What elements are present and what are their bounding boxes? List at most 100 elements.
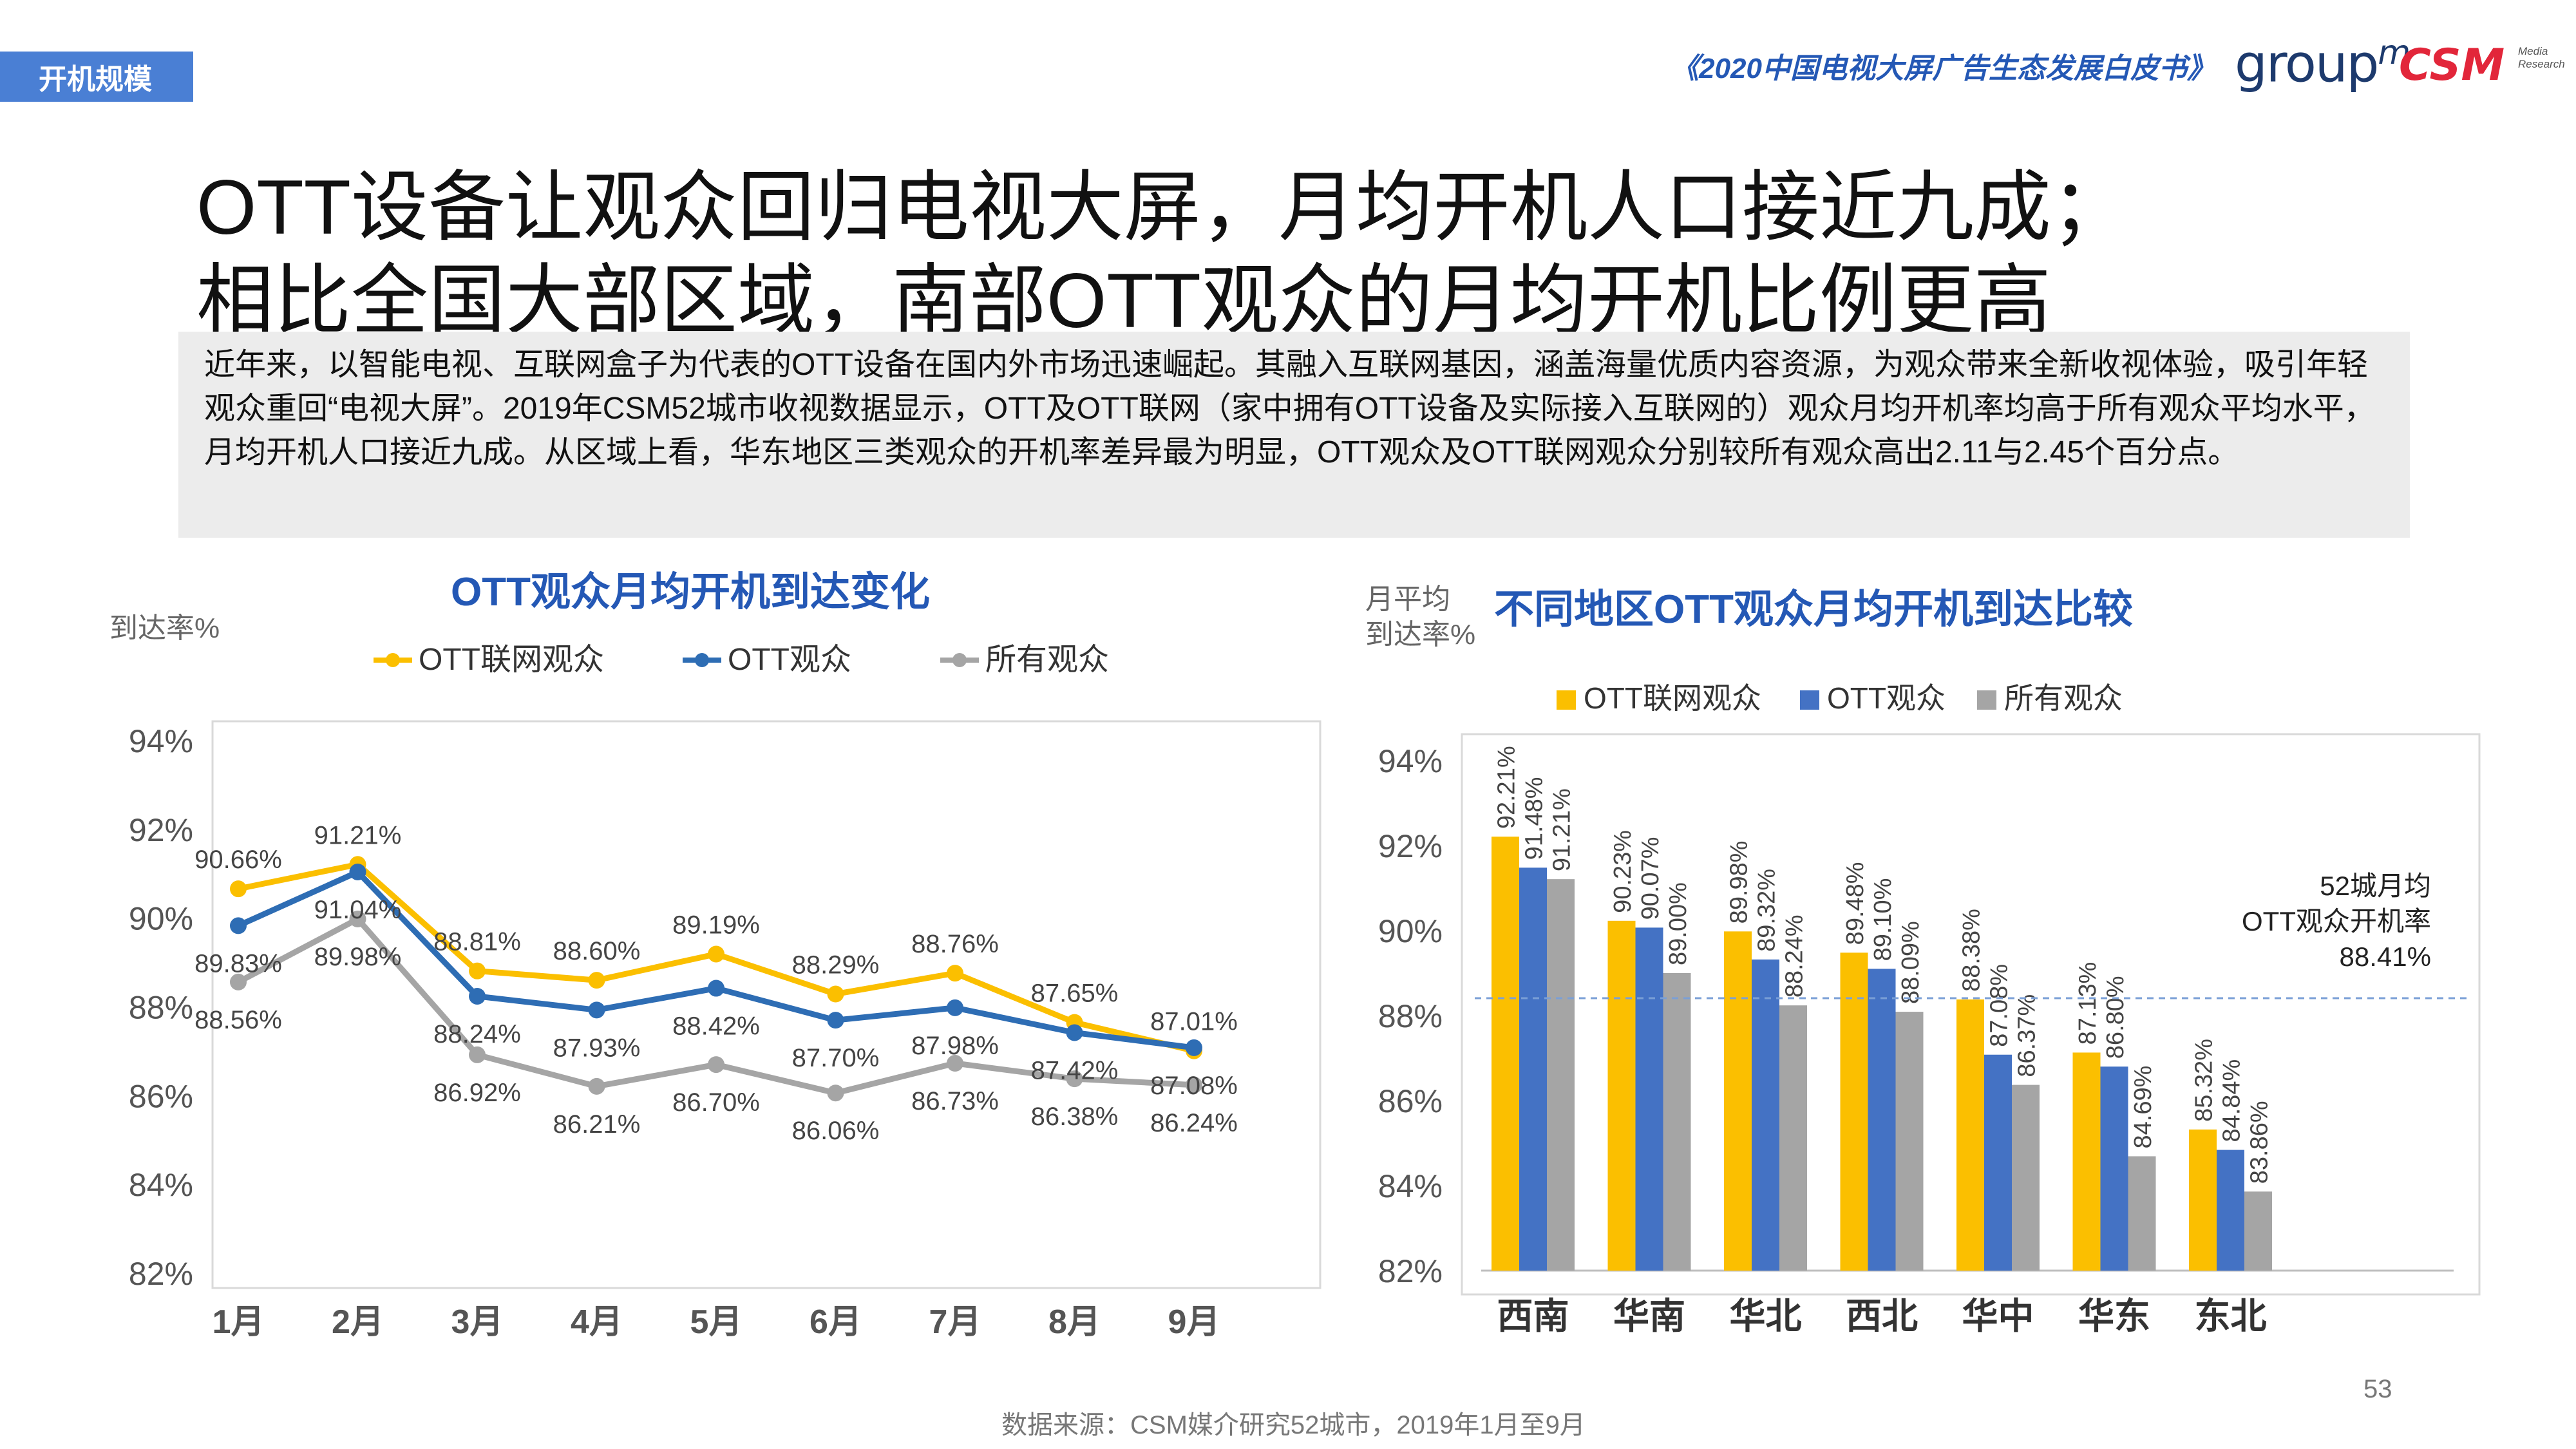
- x-tick-label: 7月: [929, 1303, 981, 1341]
- bar-x-tick-label: 华北: [1730, 1296, 1802, 1336]
- bar-legend-swatch-1: [1800, 690, 1819, 710]
- legend-marker-2: [952, 653, 967, 667]
- bar-x-tick-label: 华南: [1613, 1296, 1685, 1336]
- data-point: [1066, 1024, 1083, 1041]
- bar-data-label: 89.32%: [1754, 869, 1781, 952]
- data-point: [349, 863, 366, 880]
- bar-data-label: 84.84%: [2219, 1059, 2246, 1142]
- y-tick-label: 90%: [129, 901, 193, 937]
- legend-marker-1: [695, 653, 709, 667]
- data-point: [349, 911, 366, 928]
- bar-data-label: 90.23%: [1609, 830, 1636, 913]
- bar-legend-label-1: OTT观众: [1827, 681, 1946, 715]
- section-tag: 开机规模: [0, 52, 193, 102]
- bar-x-tick-label: 东北: [2195, 1296, 2267, 1336]
- data-label-all: 86.92%: [433, 1079, 521, 1107]
- x-tick-label: 1月: [213, 1303, 265, 1341]
- bar-legend-swatch-0: [1557, 690, 1576, 710]
- data-point: [827, 985, 844, 1003]
- data-label-ott-net: 88.81%: [433, 928, 521, 956]
- bar-legend-label-2: 所有观众: [2004, 681, 2123, 715]
- x-tick-label: 9月: [1168, 1303, 1220, 1341]
- bar-data-label: 87.13%: [2074, 962, 2101, 1045]
- data-point: [708, 945, 724, 963]
- bar-data-label: 84.69%: [2130, 1066, 2157, 1149]
- data-label-all: 86.24%: [1150, 1109, 1238, 1137]
- data-label-ott-net: 90.66%: [194, 846, 282, 874]
- data-label-ott-net: 87.01%: [1150, 1008, 1238, 1036]
- bar-0: [1840, 952, 1868, 1271]
- y-tick-label: 86%: [129, 1078, 193, 1114]
- report-title: 《2020中国电视大屏广告生态发展白皮书》: [1671, 53, 2215, 84]
- data-point: [827, 1012, 844, 1029]
- y-tick-label: 82%: [129, 1256, 193, 1292]
- data-point: [588, 972, 605, 989]
- bar-chart-y-axis-label-2: 到达率%: [1365, 619, 1475, 650]
- bar-x-tick-label: 西北: [1846, 1296, 1918, 1336]
- bar-2: [2128, 1156, 2156, 1271]
- data-point: [708, 980, 724, 997]
- data-label-ott: 88.42%: [672, 1012, 760, 1041]
- bar-chart-y-axis-label-1: 月平均: [1365, 583, 1450, 615]
- headline-line-2: 相比全国大部区域，南部OTT观众的月均开机比例更高: [196, 258, 2051, 344]
- groupm-logo-text: group: [2235, 33, 2379, 94]
- bar-y-tick-label: 92%: [1378, 828, 1443, 864]
- bar-y-tick-label: 86%: [1378, 1083, 1443, 1119]
- data-label-ott-net: 88.76%: [911, 930, 999, 958]
- legend-marker-0: [386, 653, 400, 667]
- legend-label-0: OTT联网观众: [419, 643, 604, 677]
- bar-2: [1663, 973, 1691, 1271]
- bar-1: [1635, 927, 1663, 1271]
- x-tick-label: 4月: [571, 1303, 623, 1341]
- data-label-ott: 88.24%: [433, 1020, 521, 1048]
- bar-data-label: 89.10%: [1870, 878, 1897, 961]
- data-label-all: 86.38%: [1031, 1103, 1119, 1131]
- bar-data-label: 85.32%: [2191, 1039, 2218, 1122]
- bar-data-label: 88.09%: [1897, 921, 1924, 1004]
- data-point: [469, 1046, 486, 1063]
- bar-2: [1779, 1005, 1807, 1271]
- reference-label-1: 52城月均: [2320, 871, 2431, 901]
- y-tick-label: 88%: [129, 990, 193, 1026]
- bar-data-label: 92.21%: [1493, 746, 1520, 829]
- bar-data-label: 90.07%: [1637, 837, 1664, 920]
- bar-chart-title: 不同地区OTT观众月均开机到达比较: [1494, 587, 2133, 632]
- x-tick-label: 3月: [451, 1303, 504, 1341]
- bar-data-label: 87.08%: [1986, 964, 2013, 1047]
- bar-2: [1895, 1012, 1924, 1271]
- y-tick-label: 94%: [129, 723, 193, 759]
- data-point: [230, 917, 247, 934]
- data-label-ott-net: 88.60%: [553, 937, 641, 965]
- data-label-all: 88.56%: [194, 1006, 282, 1034]
- data-label-all: 86.21%: [553, 1110, 641, 1139]
- csm-logo-subtitle: Media Research: [2518, 45, 2565, 71]
- page-number: 53: [2363, 1375, 2392, 1403]
- line-chart-title: OTT观众月均开机到达变化: [451, 570, 930, 614]
- data-label-all: 86.06%: [792, 1117, 880, 1145]
- headline-line-1: OTT设备让观众回归电视大屏，月均开机人口接近九成；: [196, 164, 2128, 251]
- bar-0: [1724, 931, 1752, 1271]
- bar-0: [2189, 1129, 2217, 1271]
- data-point: [588, 1077, 605, 1095]
- data-point: [588, 1001, 605, 1019]
- x-tick-label: 8月: [1048, 1303, 1101, 1341]
- bar-data-label: 83.86%: [2246, 1101, 2273, 1184]
- x-tick-label: 5月: [690, 1303, 743, 1341]
- data-label-ott-net: 87.65%: [1031, 980, 1119, 1008]
- csm-logo-sub-research: Research: [2518, 58, 2565, 70]
- data-label-ott-net: 89.19%: [672, 911, 760, 939]
- bar-data-label: 88.24%: [1781, 914, 1808, 998]
- bar-1: [2100, 1066, 2128, 1271]
- bar-1: [1519, 867, 1547, 1271]
- bar-data-label: 89.98%: [1726, 840, 1753, 923]
- bar-data-label: 91.21%: [1549, 788, 1576, 871]
- data-point: [708, 1056, 724, 1074]
- bar-2: [1547, 879, 1575, 1271]
- bar-y-tick-label: 88%: [1378, 998, 1443, 1034]
- bar-legend-label-0: OTT联网观众: [1584, 681, 1761, 715]
- data-label-all: 86.70%: [672, 1088, 760, 1117]
- bar-1: [2217, 1150, 2244, 1271]
- bar-y-tick-label: 84%: [1378, 1168, 1443, 1204]
- bar-x-tick-label: 华东: [2078, 1296, 2150, 1336]
